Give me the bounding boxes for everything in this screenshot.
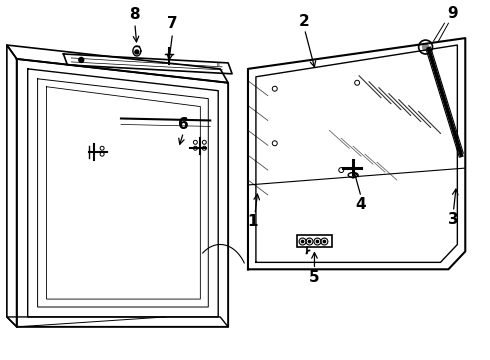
Text: 1: 1 <box>247 214 258 229</box>
Text: 5: 5 <box>309 270 320 285</box>
Text: 8: 8 <box>129 7 140 22</box>
Circle shape <box>135 50 139 54</box>
Text: 7: 7 <box>167 16 178 31</box>
Text: 4: 4 <box>356 197 367 212</box>
Circle shape <box>316 240 318 243</box>
Text: 2: 2 <box>299 14 310 29</box>
Text: 9: 9 <box>447 6 458 21</box>
Circle shape <box>79 58 84 62</box>
Text: 3: 3 <box>448 212 459 227</box>
Text: B: B <box>217 63 220 67</box>
Ellipse shape <box>348 172 358 177</box>
Text: 6: 6 <box>178 117 189 132</box>
Circle shape <box>323 240 325 243</box>
Bar <box>296 235 332 247</box>
Circle shape <box>308 240 311 243</box>
Circle shape <box>301 240 304 243</box>
Circle shape <box>422 44 429 50</box>
